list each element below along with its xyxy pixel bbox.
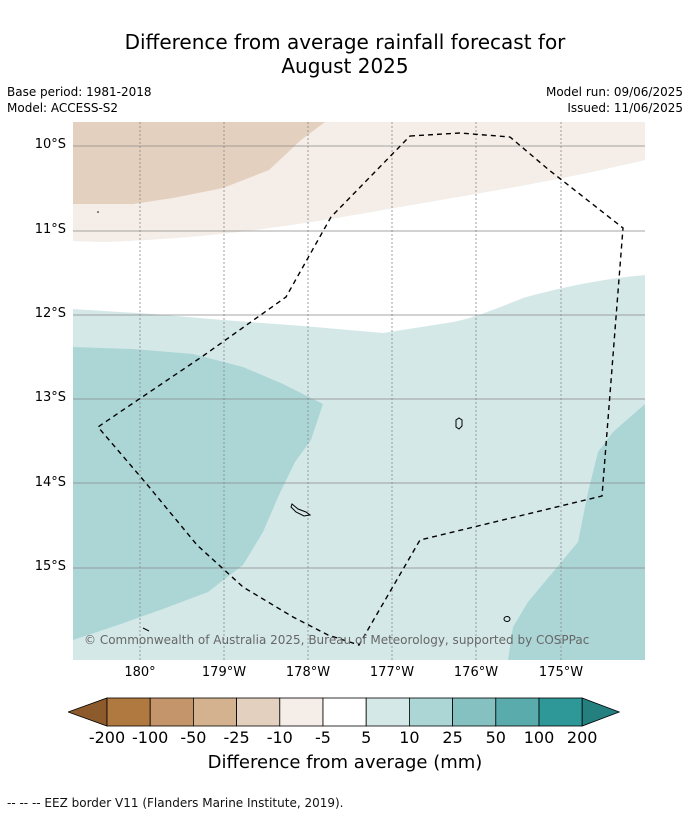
lat-label-12s: 12°S — [34, 306, 66, 321]
colorbar — [68, 697, 621, 727]
rain-zone-plus-10-southeast — [508, 404, 645, 660]
colorbar-segment — [279, 697, 324, 727]
title-line-1: Difference from average rainfall forecas… — [124, 30, 566, 54]
colorbar-extend-high — [581, 697, 621, 727]
colorbar-segment — [538, 697, 583, 727]
colorbar-segments — [68, 697, 621, 727]
island-2 — [290, 503, 312, 517]
issued-date: Issued: 11/06/2025 — [567, 101, 683, 115]
lon-label-175w: 175°W — [538, 665, 584, 680]
lat-label-10s: 10°S — [34, 137, 66, 152]
title-line-2: August 2025 — [281, 54, 409, 78]
colorbar-segment — [106, 697, 151, 727]
lon-label-176w: 176°W — [453, 665, 499, 680]
grid-lines — [73, 122, 645, 660]
colorbar-segment — [365, 697, 410, 727]
rain-zone-minus-10 — [73, 122, 325, 204]
island-1 — [455, 417, 463, 430]
colorbar-tick-label: 10 — [399, 728, 420, 747]
colorbar-tick-label: 100 — [523, 728, 555, 747]
base-period: Base period: 1981-2018 — [7, 85, 152, 99]
colorbar-tick-label: -100 — [132, 728, 169, 747]
meta-right: Model run: 09/06/2025 Issued: 11/06/2025 — [546, 84, 683, 116]
meta-left: Base period: 1981-2018 Model: ACCESS-S2 — [7, 84, 152, 116]
colorbar-tick-label: -10 — [266, 728, 293, 747]
colorbar-tick-label: -200 — [88, 728, 126, 747]
lon-label-179w: 179°W — [201, 665, 247, 680]
colorbar-segment — [408, 697, 453, 727]
colorbar-extend-low — [68, 697, 108, 727]
map-title: Difference from average rainfall forecas… — [0, 30, 690, 78]
rain-zone-plus-10-west — [73, 347, 323, 640]
colorbar-tick-label: -25 — [223, 728, 250, 747]
lat-label-11s: 11°S — [34, 222, 66, 237]
lon-label-177w: 177°W — [369, 665, 415, 680]
colorbar-segment — [236, 697, 281, 727]
lat-label-15s: 15°S — [34, 559, 66, 574]
model-name: Model: ACCESS-S2 — [7, 101, 119, 115]
lon-label-180: 180° — [124, 665, 156, 680]
eez-border — [96, 132, 624, 646]
colorbar-segment — [322, 697, 367, 727]
island-4 — [142, 627, 150, 632]
island-5 — [97, 211, 99, 213]
lon-label-178w: 178°W — [285, 665, 331, 680]
lat-label-13s: 13°S — [34, 390, 66, 405]
colorbar-segment — [193, 697, 238, 727]
rainfall-map — [73, 122, 645, 660]
colorbar-title: Difference from average (mm) — [207, 752, 483, 773]
model-run: Model run: 09/06/2025 — [545, 85, 683, 99]
colorbar-tick-label: 200 — [566, 728, 598, 747]
colorbar-segment — [495, 697, 540, 727]
rain-zone-near-normal — [73, 160, 645, 333]
colorbar-tick-label: 50 — [485, 728, 506, 747]
colorbar-tick-label: 25 — [442, 728, 463, 747]
eez-legend-note: -- -- -- EEZ border V11 (Flanders Marine… — [7, 796, 344, 810]
colorbar-segment — [452, 697, 497, 727]
island-3 — [503, 616, 511, 622]
colorbar-tick-label: -5 — [315, 728, 331, 747]
colorbar-tick-label: 5 — [361, 728, 372, 747]
copyright-notice: © Commonwealth of Australia 2025, Bureau… — [84, 633, 590, 647]
colorbar-segment — [149, 697, 194, 727]
lat-label-14s: 14°S — [34, 475, 66, 490]
colorbar-tick-label: -50 — [180, 728, 207, 747]
